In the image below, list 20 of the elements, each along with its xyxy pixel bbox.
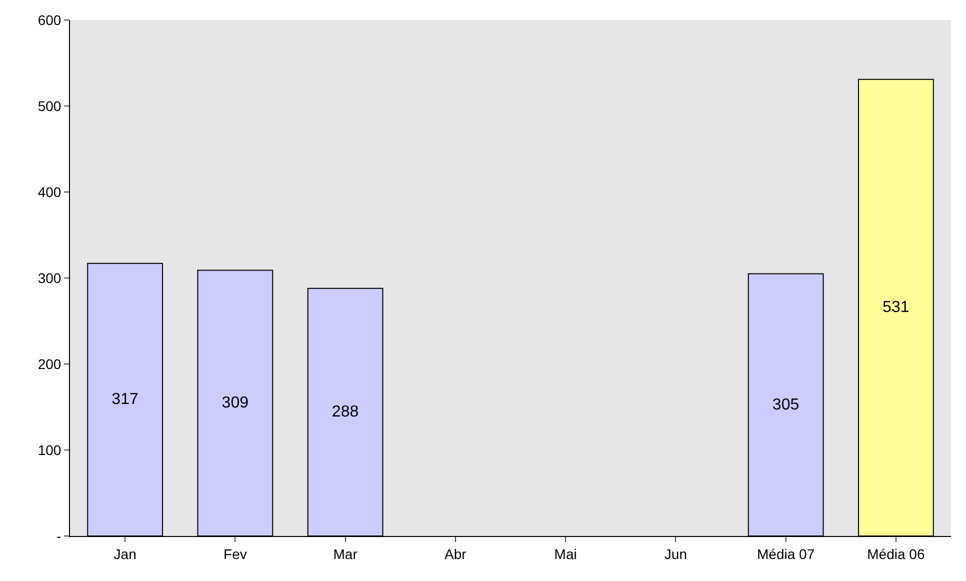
data-label: 317: [112, 391, 138, 408]
x-tick-label: Média 07: [757, 546, 815, 562]
x-tick-label: Abr: [444, 546, 467, 562]
y-tick-label: -: [56, 528, 62, 544]
x-tick-label: Jun: [664, 546, 687, 562]
x-tick-label: Jan: [114, 546, 136, 562]
y-tick-label: 600: [38, 12, 62, 28]
x-tick-label: Mar: [333, 546, 358, 562]
data-label: 531: [882, 299, 910, 316]
y-tick-label: 500: [38, 98, 62, 114]
x-tick-label: Fev: [224, 546, 247, 562]
x-tick-label: Mai: [554, 546, 577, 562]
y-tick-label: 400: [38, 184, 62, 200]
data-label: 309: [222, 394, 249, 412]
y-tick-label: 200: [38, 356, 62, 372]
x-tick-label: Média 06: [867, 546, 925, 562]
data-label: 305: [772, 396, 800, 414]
y-tick-label: 300: [38, 270, 62, 286]
y-tick-label: 100: [38, 442, 62, 458]
data-label: 288: [332, 404, 359, 421]
